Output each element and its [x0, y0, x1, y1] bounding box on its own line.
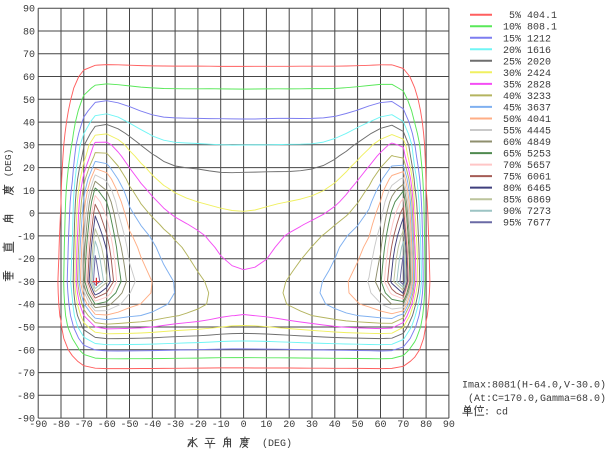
svg-text:60: 60: [374, 420, 386, 431]
svg-text:60: 60: [23, 73, 35, 84]
svg-text:-20: -20: [17, 255, 35, 266]
svg-text:(DEG): (DEG): [3, 149, 14, 178]
svg-text:70: 70: [23, 50, 35, 61]
svg-text:-30: -30: [166, 420, 184, 431]
svg-text:25% 2020: 25% 2020: [497, 57, 551, 68]
svg-text:80: 80: [420, 420, 432, 431]
svg-text:0: 0: [29, 210, 35, 221]
svg-text:-30: -30: [17, 278, 35, 289]
svg-text:20: 20: [283, 420, 295, 431]
svg-text:50: 50: [352, 420, 364, 431]
svg-text:Imax:8081(H-64.0,V-30.0): Imax:8081(H-64.0,V-30.0): [462, 380, 606, 392]
svg-text:-80: -80: [52, 420, 70, 431]
svg-text:40: 40: [329, 420, 341, 431]
svg-text:30: 30: [23, 141, 35, 152]
svg-text:70% 5657: 70% 5657: [497, 161, 551, 172]
svg-text:65% 5253: 65% 5253: [497, 150, 551, 161]
svg-text:-40: -40: [143, 420, 161, 431]
svg-text:-70: -70: [75, 420, 93, 431]
svg-text:50% 4041: 50% 4041: [497, 115, 551, 126]
svg-text:-50: -50: [17, 324, 35, 335]
svg-text:40% 3233: 40% 3233: [497, 92, 551, 103]
svg-text:55% 4445: 55% 4445: [497, 127, 551, 138]
svg-text:80: 80: [23, 28, 35, 39]
svg-text:-40: -40: [17, 301, 35, 312]
svg-text:-20: -20: [189, 420, 207, 431]
svg-text:75% 6061: 75% 6061: [497, 173, 551, 184]
svg-text:20% 1616: 20% 1616: [497, 46, 551, 57]
svg-text:60% 4849: 60% 4849: [497, 138, 551, 149]
svg-text:10: 10: [260, 420, 272, 431]
svg-text:-60: -60: [17, 346, 35, 357]
svg-text:-90: -90: [29, 420, 47, 431]
svg-text:-60: -60: [98, 420, 116, 431]
svg-text:30: 30: [306, 420, 318, 431]
svg-text:15% 1212: 15% 1212: [497, 34, 551, 45]
svg-text:5% 404.1: 5% 404.1: [497, 11, 557, 22]
svg-text:90% 7273: 90% 7273: [497, 207, 551, 218]
svg-text:0: 0: [241, 420, 247, 431]
svg-text:-70: -70: [17, 369, 35, 380]
svg-text:50: 50: [23, 96, 35, 107]
svg-text:40: 40: [23, 119, 35, 130]
svg-text:10: 10: [23, 187, 35, 198]
svg-text:20: 20: [23, 164, 35, 175]
svg-text:95% 7677: 95% 7677: [497, 219, 551, 230]
svg-text:45% 3637: 45% 3637: [497, 103, 551, 114]
svg-text:90: 90: [23, 5, 35, 16]
svg-text:-80: -80: [17, 392, 35, 403]
svg-text:10% 808.1: 10% 808.1: [497, 23, 557, 34]
svg-text:70: 70: [397, 420, 409, 431]
svg-text:: cd: : cd: [484, 407, 508, 419]
svg-text:35% 2828: 35% 2828: [497, 80, 551, 91]
svg-text:30% 2424: 30% 2424: [497, 69, 551, 80]
svg-text:-10: -10: [212, 420, 230, 431]
svg-text:(DEG): (DEG): [262, 438, 292, 450]
svg-text:90: 90: [443, 420, 455, 431]
svg-text:85% 6869: 85% 6869: [497, 196, 551, 207]
svg-text:-10: -10: [17, 232, 35, 243]
svg-text:(At:C=170.0,Gamma=68.0): (At:C=170.0,Gamma=68.0): [468, 393, 606, 405]
svg-text:-90: -90: [17, 415, 35, 426]
svg-text:80% 6465: 80% 6465: [497, 184, 551, 195]
svg-text:-50: -50: [120, 420, 138, 431]
